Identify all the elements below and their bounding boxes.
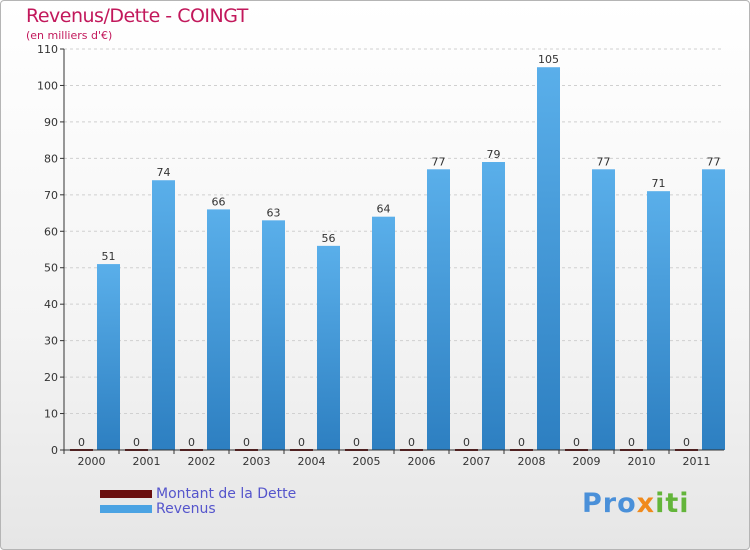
revenue-bar xyxy=(482,162,505,450)
debt-value-label: 0 xyxy=(243,436,250,449)
revenue-value-label: 77 xyxy=(707,155,721,168)
x-tick-label: 2004 xyxy=(298,455,326,468)
revenue-value-label: 63 xyxy=(267,206,281,219)
revenue-bar xyxy=(97,264,120,450)
revenue-value-label: 77 xyxy=(597,155,611,168)
revenue-value-label: 105 xyxy=(538,53,559,66)
legend-item-revenue: Revenus xyxy=(100,500,296,517)
debt-value-label: 0 xyxy=(78,436,85,449)
x-tick-label: 2001 xyxy=(133,455,161,468)
y-tick-label: 80 xyxy=(44,152,58,165)
debt-value-label: 0 xyxy=(628,436,635,449)
revenue-bar xyxy=(152,180,175,450)
debt-value-label: 0 xyxy=(573,436,580,449)
revenue-value-label: 51 xyxy=(102,250,116,263)
debt-value-label: 0 xyxy=(353,436,360,449)
x-tick-label: 2000 xyxy=(78,455,106,468)
x-tick-label: 2010 xyxy=(628,455,656,468)
revenue-value-label: 66 xyxy=(212,195,226,208)
chart-title: Revenus/Dette - COINGT xyxy=(26,5,248,27)
debt-value-label: 0 xyxy=(518,436,525,449)
revenue-bar xyxy=(702,169,725,451)
debt-value-label: 0 xyxy=(463,436,470,449)
revenue-bar xyxy=(647,191,670,450)
proxiti-logo: Proxiti xyxy=(582,488,690,519)
y-tick-label: 110 xyxy=(37,43,58,56)
chart-subtitle: (en milliers d'€) xyxy=(26,29,113,42)
revenue-bar xyxy=(317,245,340,450)
y-tick-label: 90 xyxy=(44,116,58,129)
y-tick-label: 60 xyxy=(44,225,58,238)
revenue-bar xyxy=(427,169,450,451)
revenue-bar xyxy=(537,67,560,451)
revenue-value-label: 74 xyxy=(157,166,171,179)
x-tick-label: 2003 xyxy=(243,455,271,468)
x-tick-label: 2007 xyxy=(463,455,491,468)
revenue-value-label: 79 xyxy=(487,148,501,161)
revenue-value-label: 64 xyxy=(377,203,391,216)
revenue-bar xyxy=(207,209,230,450)
revenue-value-label: 71 xyxy=(652,177,666,190)
y-tick-label: 100 xyxy=(37,79,58,92)
legend-swatch-revenue xyxy=(100,504,152,513)
debt-value-label: 0 xyxy=(683,436,690,449)
y-tick-label: 10 xyxy=(44,408,58,421)
revenue-bar xyxy=(262,220,285,450)
y-tick-label: 30 xyxy=(44,335,58,348)
revenue-value-label: 56 xyxy=(322,232,336,245)
debt-value-label: 0 xyxy=(188,436,195,449)
x-tick-label: 2011 xyxy=(683,455,711,468)
x-tick-label: 2002 xyxy=(188,455,216,468)
x-tick-label: 2005 xyxy=(353,455,381,468)
y-tick-label: 70 xyxy=(44,189,58,202)
debt-value-label: 0 xyxy=(408,436,415,449)
x-tick-label: 2006 xyxy=(408,455,436,468)
x-tick-label: 2008 xyxy=(518,455,546,468)
legend-swatch-debt xyxy=(100,489,152,498)
y-tick-label: 50 xyxy=(44,262,58,275)
debt-value-label: 0 xyxy=(133,436,140,449)
y-tick-label: 40 xyxy=(44,298,58,311)
y-tick-label: 0 xyxy=(51,444,58,457)
debt-value-label: 0 xyxy=(298,436,305,449)
revenue-bar xyxy=(372,216,395,450)
legend: Montant de la Dette Revenus xyxy=(100,485,297,517)
legend-label-debt: Montant de la Dette xyxy=(156,485,297,502)
legend-label-revenue: Revenus xyxy=(156,500,216,517)
revenue-bar xyxy=(592,169,615,451)
revenue-value-label: 77 xyxy=(432,155,446,168)
y-tick-label: 20 xyxy=(44,371,58,384)
x-tick-label: 2009 xyxy=(573,455,601,468)
legend-item-debt: Montant de la Dette xyxy=(100,485,297,502)
